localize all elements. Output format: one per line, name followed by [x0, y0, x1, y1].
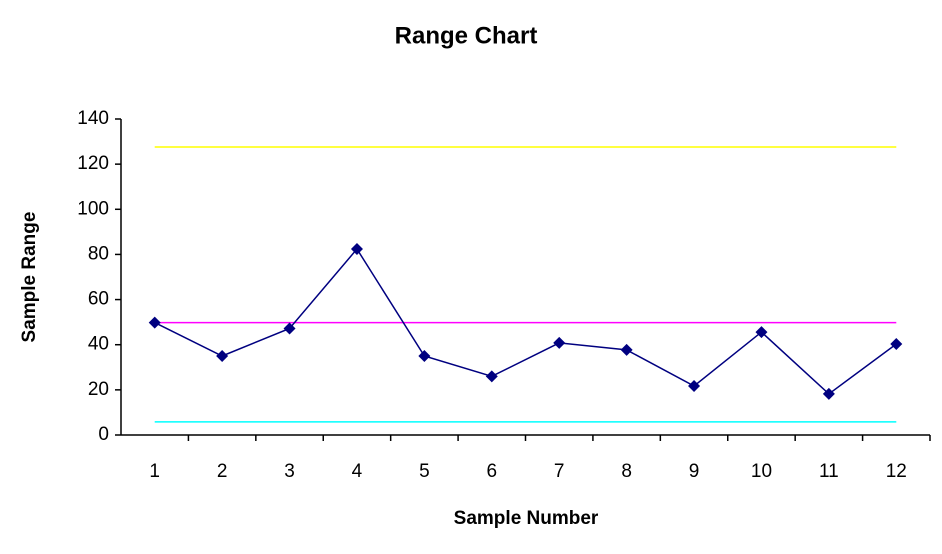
y-tick-label: 60 — [88, 289, 109, 310]
y-tick-label: 140 — [77, 108, 109, 129]
x-tick-label: 3 — [284, 461, 295, 482]
x-tick-label: 12 — [886, 461, 907, 482]
data-point — [620, 343, 633, 356]
data-point — [148, 316, 161, 329]
x-tick-label: 2 — [217, 461, 228, 482]
x-tick-label: 7 — [554, 461, 565, 482]
data-point — [755, 326, 768, 339]
y-tick-label: 0 — [98, 424, 109, 445]
data-point — [283, 322, 296, 335]
data-point — [688, 380, 701, 393]
x-tick-label: 8 — [621, 461, 632, 482]
x-tick-label: 9 — [689, 461, 700, 482]
data-point — [418, 350, 431, 362]
y-tick-label: 20 — [88, 379, 109, 400]
data-point — [350, 243, 363, 256]
y-tick-label: 40 — [88, 334, 109, 355]
x-tick-label: 10 — [751, 461, 772, 482]
y-tick-label: 100 — [77, 198, 109, 219]
data-point — [216, 350, 229, 362]
data-point — [553, 336, 566, 349]
y-tick-label: 120 — [77, 153, 109, 174]
series-line — [154, 247, 897, 395]
data-point — [485, 370, 498, 383]
x-tick-label: 6 — [487, 461, 498, 482]
y-axis-title: Sample Range — [19, 212, 40, 343]
data-point — [822, 387, 835, 400]
x-tick-label: 11 — [819, 461, 839, 482]
data-point — [890, 338, 903, 351]
x-tick-label: 1 — [149, 461, 160, 482]
chart-title: Range Chart — [395, 22, 538, 49]
y-tick-label: 80 — [88, 243, 109, 264]
x-tick-label: 5 — [419, 461, 430, 482]
x-axis-title: Sample Number — [454, 508, 599, 529]
x-tick-label: 4 — [352, 461, 363, 482]
